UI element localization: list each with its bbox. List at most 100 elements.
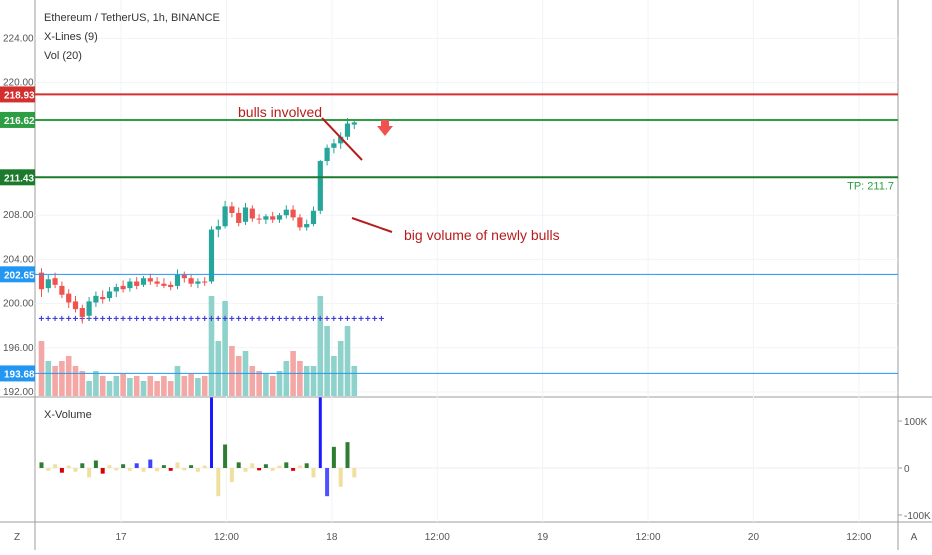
volume-bar bbox=[338, 341, 344, 396]
candle-body bbox=[141, 278, 146, 285]
volume-bar bbox=[134, 376, 140, 396]
x-volume-bar bbox=[264, 464, 268, 468]
volume-bar bbox=[277, 371, 283, 396]
indicator-volume[interactable]: Vol (20) bbox=[44, 50, 82, 62]
x-line-cross: + bbox=[338, 314, 344, 325]
candle-body bbox=[223, 206, 228, 226]
y-tick-label: 224.00 bbox=[3, 33, 34, 44]
x-line-cross: + bbox=[222, 314, 228, 325]
x-volume-bar bbox=[332, 447, 336, 468]
x-line-cross: + bbox=[283, 314, 289, 325]
x-tick-label: 20 bbox=[748, 532, 760, 543]
x-volume-bar bbox=[196, 468, 200, 472]
x-volume-bar bbox=[203, 466, 207, 468]
volume-bar bbox=[229, 346, 235, 396]
x-line-cross: + bbox=[52, 314, 58, 325]
x-volume-bar bbox=[271, 468, 275, 471]
price-label: 211.43 bbox=[4, 173, 34, 184]
tp-label: TP: 211.7 bbox=[847, 180, 894, 192]
x-volume-tick-label: 0 bbox=[904, 464, 910, 475]
x-line-cross: + bbox=[120, 314, 126, 325]
x-line-cross: + bbox=[243, 314, 249, 325]
candle-body bbox=[66, 294, 71, 303]
y-tick-label: 196.00 bbox=[3, 343, 34, 354]
volume-bar bbox=[284, 361, 290, 396]
x-volume-bar bbox=[121, 464, 125, 468]
x-tick-label: 17 bbox=[115, 532, 127, 543]
z-label: Z bbox=[14, 532, 20, 543]
volume-bar bbox=[86, 381, 92, 396]
volume-bar bbox=[270, 376, 276, 396]
volume-bar bbox=[182, 376, 188, 396]
candle-body bbox=[182, 275, 187, 278]
x-tick-label: 18 bbox=[326, 532, 338, 543]
x-line-cross: + bbox=[324, 314, 330, 325]
x-line-cross: + bbox=[188, 314, 194, 325]
x-line-cross: + bbox=[181, 314, 187, 325]
volume-bar bbox=[107, 381, 113, 396]
candle-body bbox=[127, 282, 132, 289]
candle-body bbox=[304, 224, 309, 227]
x-volume-bar bbox=[257, 468, 261, 470]
x-line-cross: + bbox=[45, 314, 51, 325]
x-volume-bar bbox=[135, 463, 139, 468]
x-line-cross: + bbox=[195, 314, 201, 325]
candle-body bbox=[59, 286, 64, 295]
x-line-cross: + bbox=[358, 314, 364, 325]
y-tick-label: 192.00 bbox=[3, 387, 34, 398]
volume-bar bbox=[93, 371, 99, 396]
volume-bar bbox=[73, 366, 79, 396]
x-volume-bar bbox=[250, 463, 254, 468]
candle-body bbox=[243, 207, 248, 221]
x-volume-bar bbox=[53, 464, 57, 468]
x-line-cross: + bbox=[297, 314, 303, 325]
volume-bar bbox=[114, 376, 120, 396]
volume-bar bbox=[168, 381, 174, 396]
x-volume-bar bbox=[155, 468, 159, 471]
x-volume-bar bbox=[312, 468, 316, 477]
candle-body bbox=[318, 161, 323, 211]
volume-bar bbox=[127, 378, 133, 396]
volume-bar bbox=[324, 326, 330, 396]
x-line-cross: + bbox=[127, 314, 133, 325]
indicator-x-lines[interactable]: X-Lines (9) bbox=[44, 31, 98, 43]
x-volume-bar bbox=[67, 466, 71, 468]
x-volume-bar bbox=[182, 468, 186, 470]
candle-body bbox=[229, 206, 234, 213]
candle-body bbox=[39, 273, 44, 290]
x-line-cross: + bbox=[290, 314, 296, 325]
volume-bar bbox=[297, 361, 303, 396]
x-line-cross: + bbox=[345, 314, 351, 325]
volume-bar bbox=[236, 356, 242, 396]
x-volume-bar bbox=[319, 398, 322, 469]
x-volume-bar bbox=[223, 445, 227, 469]
price-label: 218.93 bbox=[4, 90, 35, 101]
x-tick-label: 12:00 bbox=[214, 532, 239, 543]
candle-body bbox=[195, 282, 200, 284]
volume-bar bbox=[39, 341, 45, 396]
volume-bar bbox=[188, 374, 194, 396]
x-volume-bar bbox=[278, 466, 282, 468]
candle-body bbox=[46, 279, 51, 288]
candle-body bbox=[216, 226, 221, 229]
x-volume-bar bbox=[339, 468, 343, 487]
x-volume-bar bbox=[346, 442, 350, 468]
candle-body bbox=[148, 278, 153, 281]
candle-body bbox=[175, 275, 180, 286]
volume-bar bbox=[311, 366, 317, 396]
x-line-cross: + bbox=[154, 314, 160, 325]
candle-body bbox=[53, 278, 58, 285]
volume-bar bbox=[216, 341, 222, 396]
x-volume-bar bbox=[46, 468, 50, 471]
x-line-cross: + bbox=[168, 314, 174, 325]
x-line-cross: + bbox=[304, 314, 310, 325]
candle-body bbox=[161, 284, 166, 286]
volume-bar bbox=[263, 374, 269, 396]
candle-body bbox=[107, 291, 112, 298]
volume-bar bbox=[352, 366, 358, 396]
candle-body bbox=[250, 209, 255, 219]
x-line-cross: + bbox=[39, 314, 45, 325]
x-volume-title: X-Volume bbox=[44, 409, 92, 421]
x-line-cross: + bbox=[113, 314, 119, 325]
